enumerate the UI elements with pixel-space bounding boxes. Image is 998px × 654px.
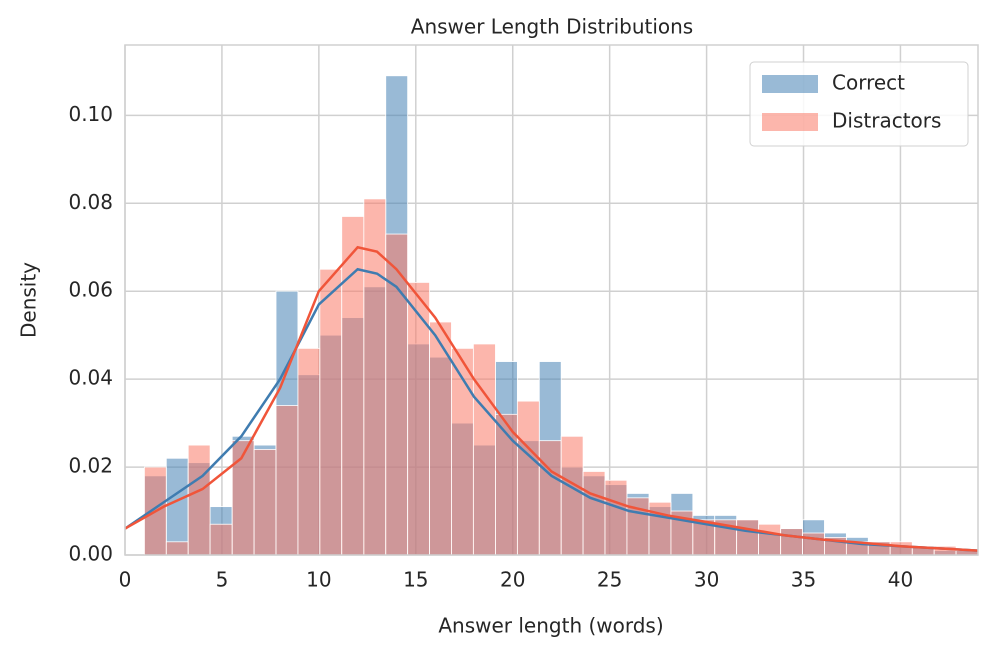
histogram-bar [802, 532, 825, 556]
x-tick-label: 35 [791, 568, 816, 592]
histogram-bar [758, 523, 782, 556]
x-tick-label: 10 [306, 568, 331, 592]
x-axis-label: Answer length (words) [438, 614, 663, 638]
plot-border [124, 44, 979, 556]
x-tick-label: 15 [403, 568, 428, 592]
histogram-bar [889, 541, 913, 556]
histogram-bar [253, 449, 277, 556]
legend-swatch [762, 113, 818, 131]
histogram-bar [780, 528, 803, 556]
kde-line [124, 245, 979, 552]
histogram-bar [472, 343, 496, 556]
histogram-bar [736, 519, 759, 556]
x-tick-label: 25 [597, 568, 622, 592]
y-tick-label: 0.02 [68, 454, 113, 478]
x-tick-label: 0 [119, 568, 132, 592]
histogram-bar [516, 400, 540, 556]
y-axis-label: Density [17, 262, 41, 338]
histogram-bar [341, 216, 365, 556]
legend-swatch [762, 75, 818, 93]
histogram-bar [165, 457, 189, 556]
histogram-bar [187, 444, 211, 556]
histogram-bar [648, 501, 672, 556]
y-tick-label: 0.00 [68, 542, 113, 566]
histogram-bar [604, 479, 628, 556]
legend-label: Correct [832, 71, 905, 95]
y-tick-label: 0.08 [68, 190, 113, 214]
histogram-bar [538, 440, 562, 556]
histogram-bar [275, 405, 299, 556]
histogram-bar [165, 541, 189, 556]
histogram-bar [209, 523, 233, 556]
histogram-bar [319, 268, 343, 556]
chart-title: Answer Length Distributions [411, 15, 693, 39]
x-tick-label: 5 [216, 568, 229, 592]
x-tick-label: 20 [500, 568, 525, 592]
histogram-bar [560, 435, 584, 556]
y-tick-label: 0.06 [68, 278, 113, 302]
y-tick-label: 0.04 [68, 366, 113, 390]
x-tick-label: 40 [888, 568, 913, 592]
histogram-bar [231, 440, 255, 556]
histogram-bar [582, 471, 606, 556]
x-tick-label: 30 [694, 568, 719, 592]
legend-label: Distractors [832, 109, 941, 133]
y-tick-label: 0.10 [68, 102, 113, 126]
histogram-bar [297, 347, 321, 556]
